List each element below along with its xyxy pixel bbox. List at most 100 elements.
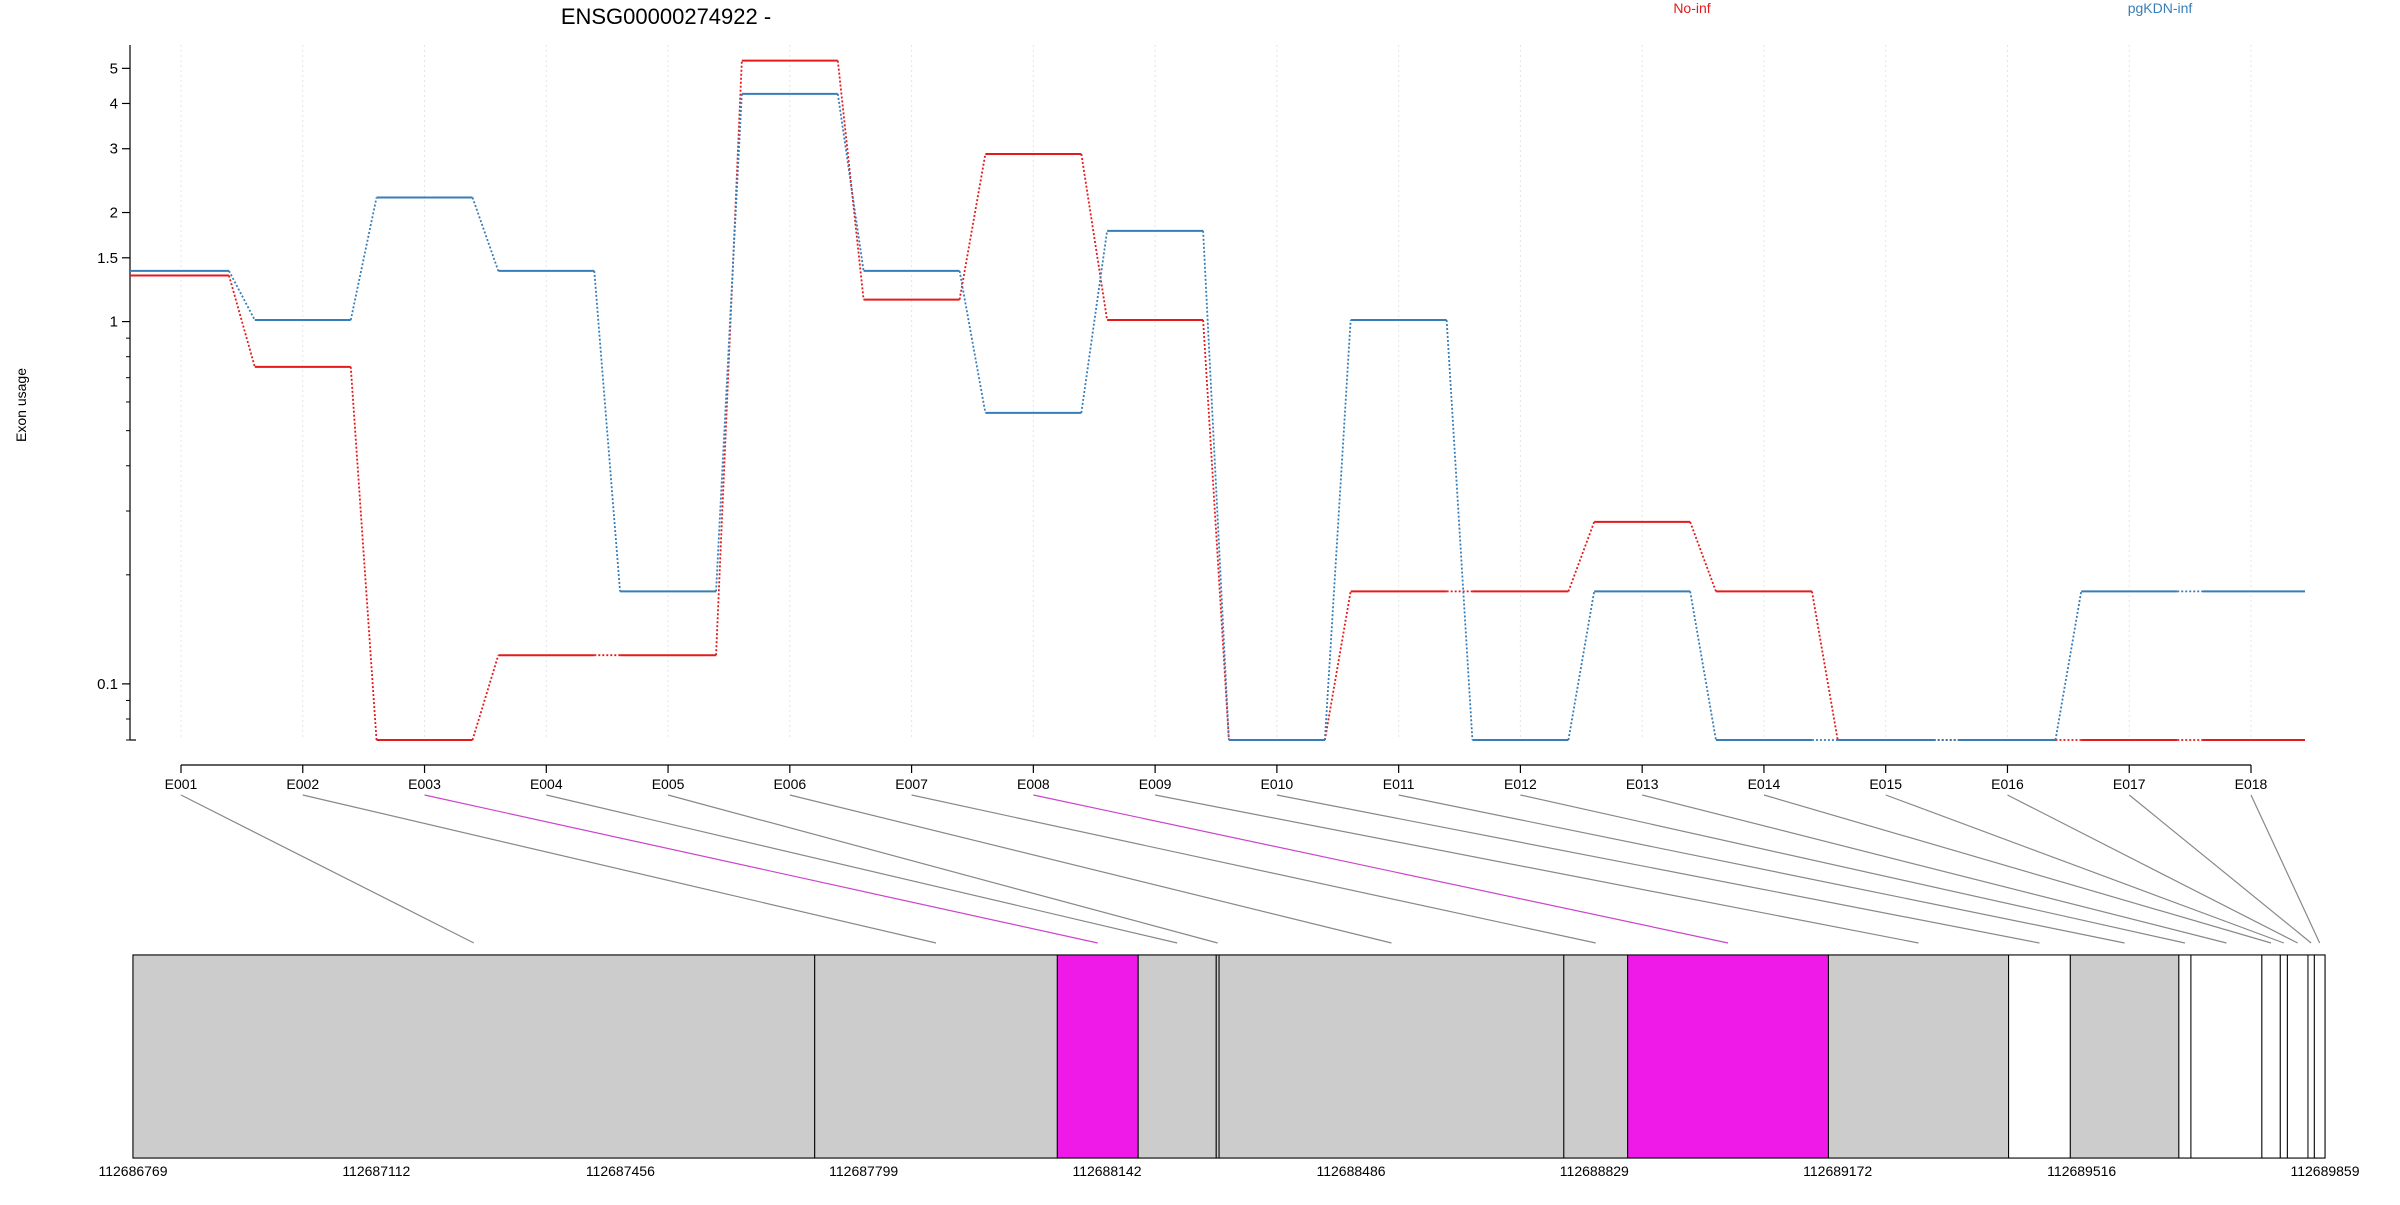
x-tick-label-e001: E001 (165, 776, 198, 792)
series-lines (130, 59, 2305, 741)
series-transition-pgkdn-inf-3 (471, 197, 500, 272)
exon-connector-e003 (424, 794, 1098, 944)
gene-model (132, 954, 2326, 1159)
exon-connector-e005 (667, 794, 1218, 944)
exon-connector-e015 (1885, 794, 2285, 944)
exon-connector-e008 (1033, 794, 1729, 944)
y-axis-label: Exon usage (13, 368, 29, 442)
legend-entry-no-inf: No-inf (1673, 0, 1710, 16)
series-transition-pgkdn-inf-7 (958, 270, 987, 413)
exon-block-e007 (1563, 954, 1629, 1159)
series-transition-pgkdn-inf-6 (836, 93, 865, 272)
x-tick-label-e005: E005 (652, 776, 685, 792)
coordinate-label-6: 112688829 (1560, 1163, 1629, 1179)
y-tick-label-1.5: 1.5 (97, 250, 118, 267)
x-tick-label-e009: E009 (1139, 776, 1172, 792)
x-tick-label-e004: E004 (530, 776, 563, 792)
series-transition-no-inf-13 (1689, 521, 1717, 592)
series-transition-pgkdn-inf-9 (1202, 230, 1230, 741)
exon-connector-e011 (1398, 794, 2125, 944)
exon-block-e018 (2313, 954, 2326, 1159)
series-transition-no-inf-6 (836, 60, 865, 300)
x-tick-label-e018: E018 (2235, 776, 2268, 792)
x-tick-label-e007: E007 (895, 776, 928, 792)
x-tick-label-e010: E010 (1261, 776, 1294, 792)
series-transition-pgkdn-inf-12 (1567, 591, 1596, 741)
grid-lines (180, 45, 2252, 740)
exon-block-e013 (2190, 954, 2263, 1159)
exon-block-e011 (2069, 954, 2180, 1159)
exon-block-e017 (2307, 954, 2315, 1159)
exon-connector-e016 (2007, 794, 2298, 944)
series-transition-pgkdn-inf-2 (349, 197, 378, 321)
chart-title: ENSG00000274922 - (561, 4, 771, 29)
x-tick-label-e003: E003 (408, 776, 441, 792)
series-transition-no-inf-12 (1567, 521, 1596, 592)
exon-block-e012 (2178, 954, 2192, 1159)
series-transition-pgkdn-inf-8 (1080, 230, 1109, 413)
x-tick-label-e006: E006 (773, 776, 806, 792)
exon-block-e016 (2286, 954, 2309, 1159)
y-tick-label-1: 1 (110, 314, 118, 331)
axes: 0.1 1 1.5 2 3 4 5 E001 E002 E003 E004 E005 E006 E007 E… (97, 45, 2268, 792)
x-tick-label-e002: E002 (286, 776, 319, 792)
y-tick-label-5: 5 (110, 60, 118, 77)
series-transition-no-inf-7 (958, 153, 987, 300)
exon-block-e009 (1827, 954, 2010, 1159)
y-tick-label-4: 4 (110, 95, 118, 112)
series-pgkdn-inf (130, 92, 2305, 741)
x-tick-label-e013: E013 (1626, 776, 1659, 792)
exon-connector-e012 (1520, 794, 2186, 944)
x-tick-label-e014: E014 (1748, 776, 1781, 792)
y-tick-label-3: 3 (110, 141, 118, 158)
exon-block-e008 (1627, 954, 1829, 1159)
exon-block-e006 (1218, 954, 1565, 1159)
series-transition-no-inf-10 (1323, 591, 1352, 741)
series-transition-pgkdn-inf-1 (228, 270, 256, 321)
exon-connector-lines (180, 794, 2321, 944)
series-transition-pgkdn-inf-13 (1689, 591, 1717, 741)
exon-connector-e004 (546, 794, 1178, 944)
exon-connector-e006 (789, 794, 1392, 944)
series-transition-pgkdn-inf-5 (715, 93, 743, 592)
legend-entry-pgkdn-inf: pgKDN-inf (2128, 0, 2193, 16)
x-tick-label-e012: E012 (1504, 776, 1537, 792)
exon-connector-e013 (1642, 794, 2227, 944)
x-tick-label-e016: E016 (1991, 776, 2024, 792)
coordinate-label-0: 112686769 (98, 1163, 167, 1179)
series-transition-no-inf-14 (1811, 591, 1839, 741)
exon-connector-e001 (180, 794, 475, 944)
coordinate-label-4: 112688142 (1072, 1163, 1141, 1179)
coordinate-label-1: 112687112 (342, 1163, 410, 1179)
exon-block-e014 (2261, 954, 2281, 1159)
series-transition-pgkdn-inf-16 (2054, 591, 2083, 741)
coordinate-label-5: 112688486 (1316, 1163, 1385, 1179)
coordinate-label-3: 112687799 (829, 1163, 898, 1179)
coordinate-label-8: 112689516 (2047, 1163, 2116, 1179)
x-tick-label-e011: E011 (1383, 776, 1415, 792)
coordinate-label-9: 112689859 (2290, 1163, 2359, 1179)
exon-connector-e002 (302, 794, 937, 944)
exon-block-e015 (2279, 954, 2288, 1159)
y-tick-label-0.1: 0.1 (97, 676, 118, 693)
exon-connector-e009 (1155, 794, 1919, 944)
exon-connector-e007 (911, 794, 1596, 944)
exon-connector-e018 (2250, 794, 2321, 944)
series-transition-pgkdn-inf-4 (593, 270, 621, 592)
exon-block-e004 (1137, 954, 1217, 1159)
exon-block-e010 (2008, 954, 2071, 1159)
series-transition-no-inf-3 (471, 654, 500, 741)
exon-connector-e017 (2128, 794, 2312, 944)
x-tick-label-e008: E008 (1017, 776, 1050, 792)
y-tick-label-2: 2 (110, 205, 118, 222)
exon-connector-e014 (1763, 794, 2272, 944)
coordinate-label-2: 112687456 (586, 1163, 655, 1179)
x-tick-label-e015: E015 (1869, 776, 1902, 792)
exon-block-e003 (1056, 954, 1139, 1159)
x-tick-label-e017: E017 (2113, 776, 2146, 792)
exon-block-e002 (814, 954, 1058, 1159)
exon-block-e001 (132, 954, 816, 1159)
exon-connector-e010 (1276, 794, 2040, 944)
